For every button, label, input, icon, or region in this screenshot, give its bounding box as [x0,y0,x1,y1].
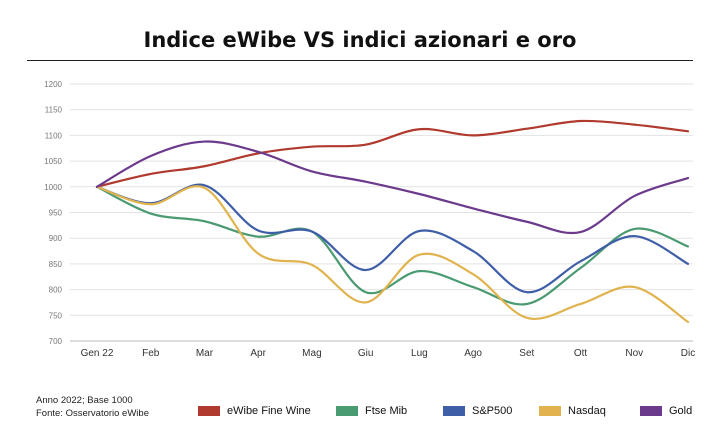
legend-item-ftse-mib: Ftse Mib [336,405,407,417]
x-tick-label: Set [519,348,534,359]
x-tick-label: Giu [358,348,374,359]
series-lines [95,119,690,324]
chart-title: Indice eWibe VS indici azionari e oro [143,28,577,52]
legend-swatch-sp500 [443,406,465,416]
note-base: Anno 2022; Base 1000 [36,395,133,406]
series-line-ewibe-fine-wine [95,119,690,188]
y-tick-label: 700 [49,337,63,346]
legend-label-sp500: S&P500 [472,405,513,417]
y-axis-ticks: 700 750 800 850 900 950 1000 1050 1100 1150 1200 [44,80,62,346]
y-tick-label: 1100 [45,131,63,140]
legend-item-ewibe: eWibe Fine Wine [198,405,311,417]
y-tick-label: 1050 [44,157,62,166]
y-tick-label: 900 [49,234,63,243]
gridlines [70,83,693,342]
series-line-s-p500 [95,183,690,294]
x-tick-label: Mar [196,348,214,359]
x-tick-label: Mag [302,348,321,359]
y-tick-label: 950 [49,209,63,218]
y-tick-label: 850 [49,260,63,269]
x-tick-label: Nov [625,348,643,359]
legend-swatch-nasdaq [539,406,561,416]
y-tick-label: 1150 [45,106,63,115]
series-line-ftse-mib [95,185,690,306]
x-tick-label: Ott [574,348,588,359]
title-underline [27,60,693,61]
legend-swatch-ewibe [198,406,220,416]
x-tick-label: Dic [681,348,695,359]
legend-item-sp500: S&P500 [443,405,512,417]
note-source: Fonte: Osservatorio eWibe [36,408,149,419]
x-tick-label: Ago [464,348,482,359]
y-tick-label: 1000 [44,183,62,192]
legend-item-nasdaq: Nasdaq [539,405,606,417]
legend-label-nasdaq: Nasdaq [568,405,606,417]
y-tick-label: 750 [49,311,63,320]
y-tick-label: 1200 [44,80,62,89]
legend-item-gold: Gold [640,405,692,417]
legend-swatch-gold [640,406,662,416]
x-tick-label: Apr [250,348,266,359]
legend-label-gold: Gold [669,405,693,417]
x-axis-ticks: Gen 22 Feb Mar Apr Mag Giu Lug Ago Set Ott Nov Dic [81,348,696,359]
x-tick-label: Lug [411,348,428,359]
legend-label-ftse-mib: Ftse Mib [365,405,408,417]
legend-swatch-ftse-mib [336,406,358,416]
y-tick-label: 800 [49,286,63,295]
legend-label-ewibe: eWibe Fine Wine [227,405,311,417]
series-line-nasdaq [95,185,690,324]
x-tick-label: Gen 22 [81,348,114,359]
x-tick-label: Feb [142,348,160,359]
series-line-gold [95,140,690,235]
